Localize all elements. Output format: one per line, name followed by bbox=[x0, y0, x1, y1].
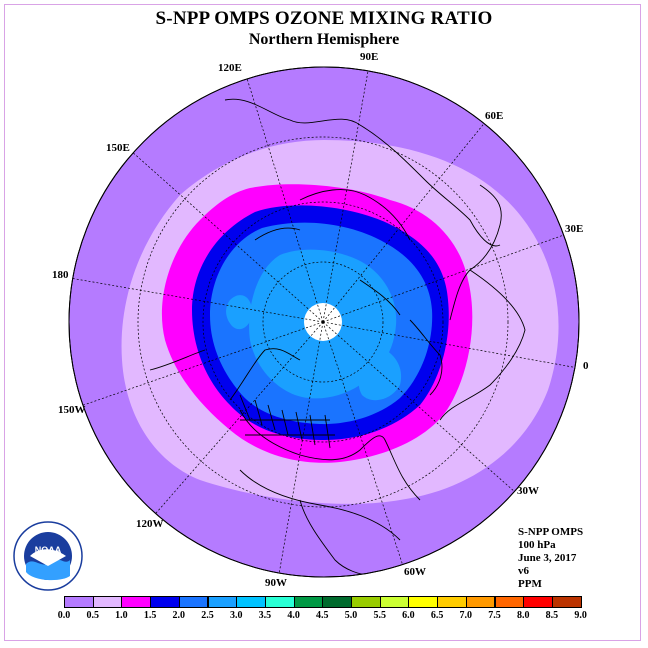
info-level: 100 hPa bbox=[518, 539, 556, 551]
map-subtitle: Northern Hemisphere bbox=[248, 31, 400, 48]
colorbar-swatch bbox=[178, 596, 209, 608]
colorbar-tick-label: 3.5 bbox=[258, 610, 272, 621]
colorbar-tick-label: 2.0 bbox=[172, 610, 186, 621]
lon-label-120w: 120W bbox=[136, 518, 164, 530]
colorbar-tick-label: 6.5 bbox=[430, 610, 444, 621]
colorbar-swatch bbox=[408, 596, 439, 608]
colorbar-tick-label: 4.0 bbox=[287, 610, 300, 621]
info-version: v6 bbox=[518, 565, 529, 577]
colorbar-tick-label: 8.5 bbox=[545, 610, 559, 621]
colorbar-swatch bbox=[551, 596, 582, 608]
lon-label-150e: 150E bbox=[106, 142, 130, 154]
lon-label-60w: 60W bbox=[404, 566, 426, 578]
colorbar-tick-label: 3.0 bbox=[229, 610, 243, 621]
colorbar-tick-label: 0.0 bbox=[57, 610, 71, 621]
colorbar-tick-label: 1.0 bbox=[115, 610, 128, 621]
lon-label-60e: 60E bbox=[485, 110, 504, 122]
colorbar-swatch bbox=[264, 596, 295, 608]
colorbar-tick-label: 4.5 bbox=[316, 610, 329, 621]
colorbar-swatch bbox=[379, 596, 410, 608]
colorbar-tick-label: 6.0 bbox=[402, 610, 415, 621]
colorbar-tick-label: 7.0 bbox=[459, 610, 473, 621]
product-info: S-NPP OMPS 100 hPa June 3, 2017 v6 PPM bbox=[518, 526, 583, 591]
image-frame bbox=[4, 4, 641, 641]
colorbar-swatch bbox=[351, 596, 381, 608]
colorbar-swatch bbox=[92, 596, 123, 608]
colorbar-tick-label: 0.5 bbox=[86, 610, 99, 621]
lon-label-90w: 90W bbox=[265, 577, 287, 589]
lon-label-0: 0 bbox=[583, 360, 589, 372]
colorbar-swatch bbox=[494, 596, 525, 608]
colorbar-tick-label: 1.5 bbox=[143, 610, 157, 621]
colorbar-tick-label: 8.0 bbox=[516, 610, 530, 621]
map-title: S-NPP OMPS OZONE MIXING RATIO bbox=[155, 8, 493, 29]
colorbar-swatch bbox=[121, 596, 152, 608]
lon-label-90e: 90E bbox=[360, 51, 379, 63]
colorbar-tick-label: 2.5 bbox=[201, 610, 214, 621]
noaa-logo-text: NOAA bbox=[35, 545, 62, 555]
colorbar-tick-label: 9.0 bbox=[574, 610, 587, 621]
info-units: PPM bbox=[518, 578, 542, 590]
colorbar-swatch bbox=[322, 596, 352, 608]
noaa-logo: NOAA bbox=[13, 521, 83, 591]
colorbar-swatch bbox=[236, 596, 266, 608]
colorbar-tick-label: 5.5 bbox=[373, 610, 386, 621]
lon-label-120e: 120E bbox=[218, 62, 242, 74]
colorbar-swatch bbox=[293, 596, 324, 608]
lon-label-150w: 150W bbox=[58, 404, 86, 416]
colorbar-swatch bbox=[437, 596, 467, 608]
colorbar-swatch bbox=[523, 596, 553, 608]
colorbar-swatch bbox=[465, 596, 496, 608]
colorbar-swatch bbox=[207, 596, 238, 608]
info-date: June 3, 2017 bbox=[518, 552, 577, 564]
info-instrument: S-NPP OMPS bbox=[518, 526, 584, 538]
colorbar-tick-label: 7.5 bbox=[488, 610, 501, 621]
lon-label-30w: 30W bbox=[517, 485, 539, 497]
lon-label-30e: 30E bbox=[565, 223, 584, 235]
colorbar-swatch bbox=[150, 596, 180, 608]
lon-label-180: 180 bbox=[52, 269, 69, 281]
colorbar-swatch bbox=[64, 596, 94, 608]
colorbar-tick-label: 5.0 bbox=[344, 610, 358, 621]
